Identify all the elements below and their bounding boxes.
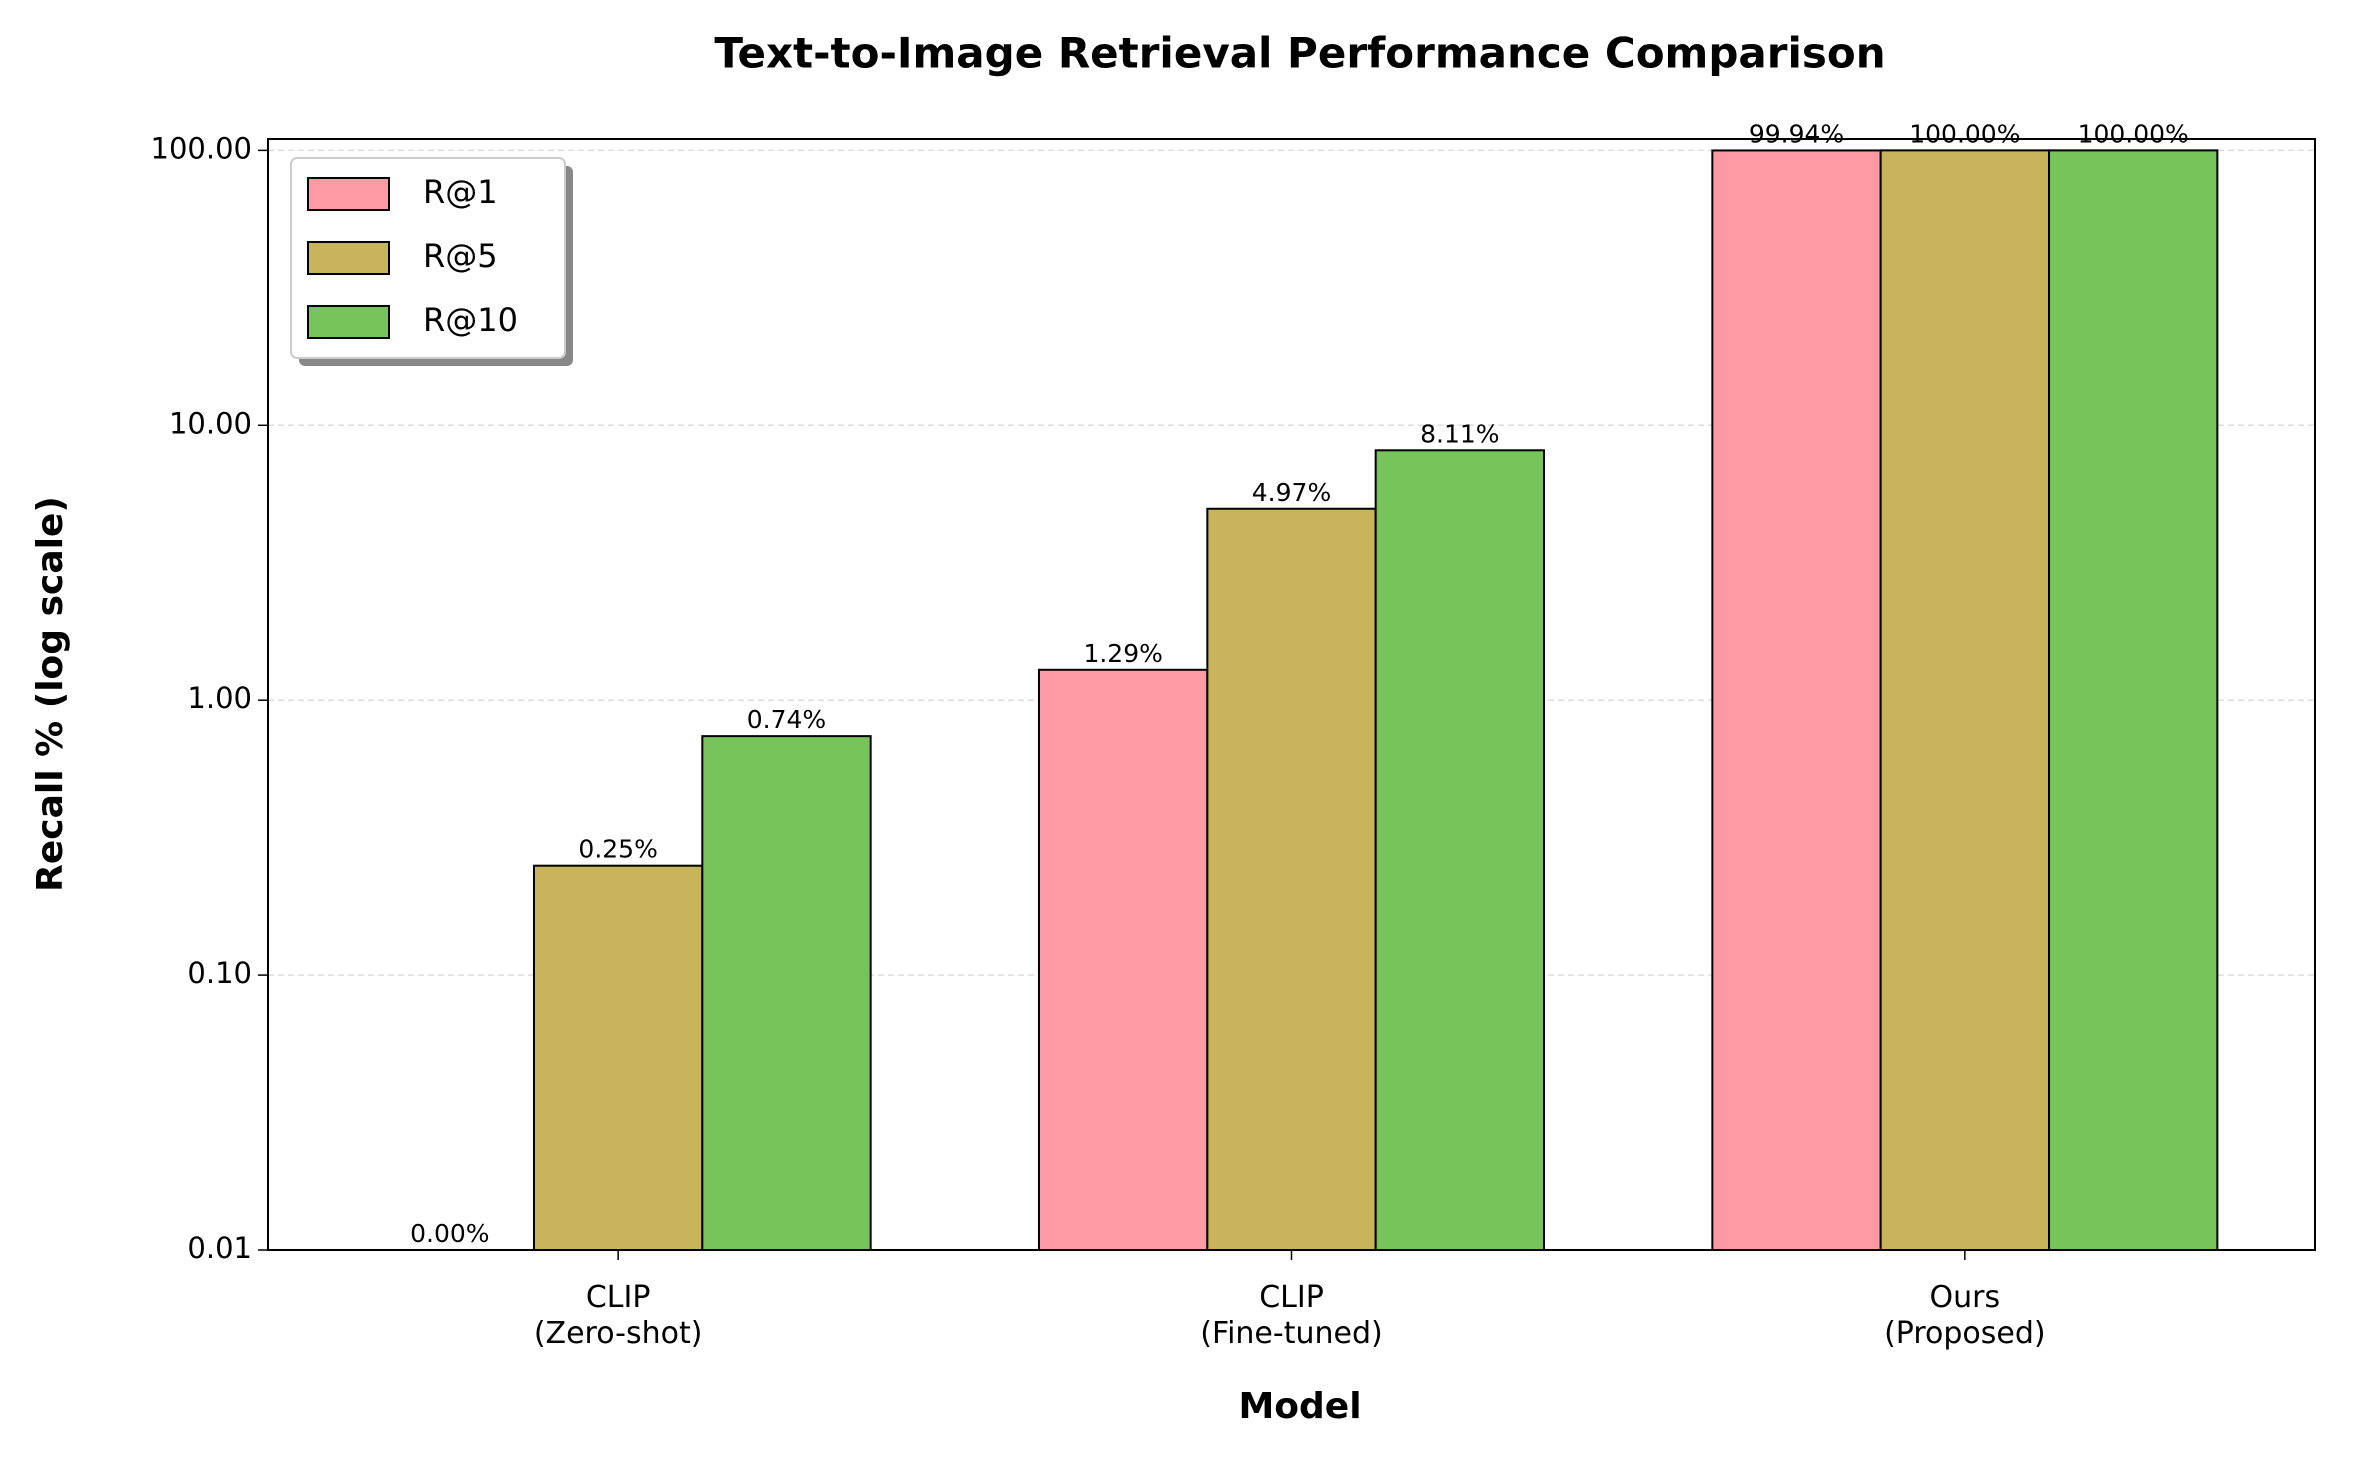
x-tick-label: Ours (Proposed)	[1884, 1280, 2046, 1351]
bar	[532, 864, 704, 1251]
value-label: 0.25%	[578, 835, 657, 864]
y-tick-label: 0.01	[187, 1231, 252, 1265]
y-axis-label: Recall % (log scale)	[30, 496, 71, 892]
value-label: 1.29%	[1083, 639, 1162, 668]
y-tick-label: 10.00	[169, 406, 252, 440]
value-label: 4.97%	[1252, 478, 1331, 507]
legend-swatch	[307, 241, 390, 275]
value-label: 0.00%	[410, 1219, 489, 1248]
y-tick-label: 100.00	[151, 131, 252, 165]
value-label: 0.74%	[747, 705, 826, 734]
bar	[1374, 449, 1546, 1252]
value-label: 100.00%	[1909, 119, 2020, 148]
bar	[1206, 507, 1377, 1251]
y-tick-label: 0.10	[187, 956, 252, 990]
chart-title: Text-to-Image Retrieval Performance Comp…	[714, 29, 1885, 78]
legend-label: R@5	[423, 237, 498, 275]
legend-swatch	[307, 305, 390, 339]
value-label: 100.00%	[2078, 119, 2189, 148]
bar	[1879, 149, 2051, 1252]
legend-swatch	[307, 177, 390, 211]
value-label: 8.11%	[1420, 419, 1499, 448]
bar	[1711, 149, 1882, 1252]
x-tick-label: CLIP (Fine-tuned)	[1200, 1280, 1382, 1351]
x-tick-label: CLIP (Zero-shot)	[534, 1280, 703, 1351]
plot-frame	[267, 138, 2316, 1251]
value-label: 99.94%	[1749, 119, 1844, 148]
legend-label: R@10	[423, 301, 518, 339]
bar	[1037, 668, 1209, 1251]
bar	[701, 735, 872, 1251]
bar	[2048, 149, 2219, 1252]
x-axis-label: Model	[1238, 1386, 1361, 1427]
legend-label: R@1	[423, 173, 498, 211]
y-tick-label: 1.00	[187, 681, 252, 715]
